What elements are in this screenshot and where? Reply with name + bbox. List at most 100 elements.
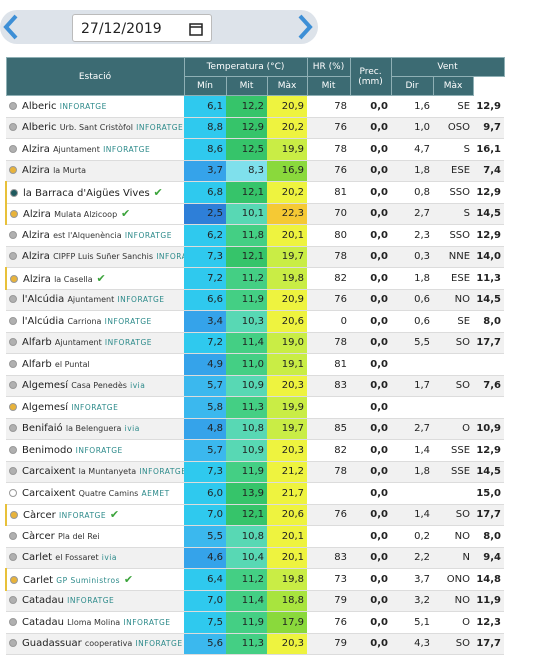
check-icon: ✔	[92, 271, 106, 285]
gust-cell: 17,7	[473, 633, 505, 655]
station-source: INFORATGE	[59, 101, 107, 111]
gust-cell: 16,1	[473, 138, 505, 161]
temp-min: 6,0	[184, 482, 226, 505]
wind-cell: 2,2	[391, 547, 434, 569]
date-input[interactable]: 27/12/2019	[72, 14, 212, 42]
station-name: Alzira	[22, 251, 50, 263]
temp-max: 19,7	[267, 418, 308, 440]
dir-cell: NNE	[433, 246, 474, 268]
station-source: INFORATGE	[156, 252, 184, 262]
temp-mit: 11,0	[226, 353, 267, 376]
dir-cell: S	[433, 138, 474, 161]
hr-cell: 76	[307, 289, 351, 311]
temp-mit: 11,4	[226, 332, 267, 354]
status-dot	[9, 166, 17, 175]
station-source: INFORATGE	[123, 617, 171, 627]
col-header: HR (%)	[306, 57, 351, 77]
dir-cell: SO	[433, 504, 474, 526]
prec-cell: 0,0	[350, 117, 392, 139]
hr-cell: 76	[307, 504, 351, 526]
station-source: AEMET	[141, 488, 170, 498]
temp-max: 19,8	[267, 267, 308, 290]
station-cell: Alfarb Ajuntament INFORATGE	[6, 332, 184, 354]
dir-cell: SSE	[433, 439, 474, 462]
temp-max: 21,2	[267, 461, 308, 483]
prev-arrow[interactable]	[3, 14, 18, 40]
temp-min: 6,1	[184, 95, 226, 118]
station-cell: Alzira la Murta	[6, 160, 184, 182]
status-dot	[9, 230, 17, 239]
gust-cell: 12,9	[473, 95, 505, 118]
hr-cell: 78	[307, 246, 351, 268]
station-name: Benifaió	[22, 423, 63, 435]
prec-cell: 0,0	[350, 332, 392, 354]
temp-min: 7,3	[184, 461, 226, 483]
station-source: GP Suministros	[56, 575, 120, 585]
wind-cell	[391, 482, 434, 505]
gust-cell: 15,0	[473, 482, 505, 505]
hr-cell: 79	[307, 633, 351, 655]
station-cell: Càrcer INFORATGE ✔	[5, 504, 184, 526]
temp-mit: 11,9	[226, 611, 267, 634]
station-source: INFORATGE	[139, 467, 184, 477]
station-name: l'Alcúdia	[22, 315, 65, 327]
status-dot	[9, 488, 17, 497]
station-row: Alzira la Casella ✔ 7,2 11,2 19,8 82 0,0 1,8 ES…	[5, 267, 505, 290]
gust-cell	[473, 353, 505, 376]
hr-cell: 78	[307, 461, 351, 483]
prec-cell: 0,0	[350, 568, 392, 591]
temp-max: 22,3	[267, 203, 308, 225]
status-dot	[9, 295, 17, 304]
gust-cell: 17,7	[473, 332, 505, 354]
gust-cell: 14,8	[473, 568, 505, 591]
gust-cell: 7,6	[473, 375, 505, 397]
station-row: la Barraca d'Aigües Vives ✔ 6,8 12,1 20,2 81…	[5, 181, 505, 204]
dir-cell: SSO	[433, 181, 474, 204]
hr-cell: 78	[307, 95, 351, 118]
station-name: Guadassuar	[22, 638, 82, 650]
gust-cell: 14,5	[473, 289, 505, 311]
station-name: Benimodo	[22, 444, 73, 456]
prec-cell: 0,0	[350, 418, 392, 440]
station-cell: Alzira la Casella ✔	[5, 267, 184, 290]
temp-max: 20,2	[267, 117, 308, 139]
hr-cell: 76	[307, 611, 351, 634]
sub-header: Mit	[225, 76, 268, 96]
station-source: INFORATGE	[117, 295, 165, 305]
col-header: Prec. (mm)Mit	[349, 57, 392, 96]
temp-min: 7,5	[184, 611, 226, 634]
next-arrow[interactable]	[298, 14, 313, 40]
hr-cell: 79	[307, 590, 351, 612]
station-cell: Carlet el Fossaret ivia	[6, 547, 184, 569]
station-row: Alzira Ajuntament INFORATGE 8,6 12,5 19,9 78…	[6, 138, 505, 161]
station-row: Alberic Urb. Sant Cristòfol INFORATGE 8,8…	[6, 117, 505, 139]
gust-cell: 17,7	[473, 504, 505, 526]
sub-header: Màx	[432, 76, 474, 96]
dir-cell: NO	[433, 525, 474, 548]
col-header: Temperatura (°C)	[183, 57, 308, 77]
calendar-icon[interactable]	[189, 22, 203, 36]
hr-cell: 78	[307, 138, 351, 161]
wind-cell: 2,7	[391, 203, 434, 225]
prec-cell: 0,0	[350, 482, 392, 505]
status-dot	[9, 316, 17, 325]
station-cell: Alzira Mulata Alzicoop ✔	[5, 203, 184, 225]
sub-header: Dir	[390, 76, 434, 96]
station-cell: Alberic INFORATGE	[6, 95, 184, 118]
status-dot	[9, 144, 17, 153]
station-place: est l'Alquenència	[53, 230, 122, 240]
station-cell: Catadau Lloma Molina INFORATGE	[6, 611, 184, 634]
hr-cell: 82	[307, 267, 351, 290]
gust-cell: 11,9	[473, 590, 505, 612]
status-dot	[9, 596, 17, 605]
station-name: Algemesí	[22, 380, 69, 392]
gust-cell: 8,0	[473, 310, 505, 333]
station-source: INFORATGE	[58, 511, 107, 521]
hr-cell: 85	[307, 418, 351, 440]
status-dot	[10, 210, 18, 219]
station-name: Alberic	[22, 100, 57, 112]
dir-cell: SSE	[433, 461, 474, 483]
station-cell: Alberic Urb. Sant Cristòfol INFORATGE	[6, 117, 184, 139]
station-source: INFORATGE	[135, 639, 183, 649]
station-cell: Alzira Ajuntament INFORATGE	[6, 138, 184, 161]
